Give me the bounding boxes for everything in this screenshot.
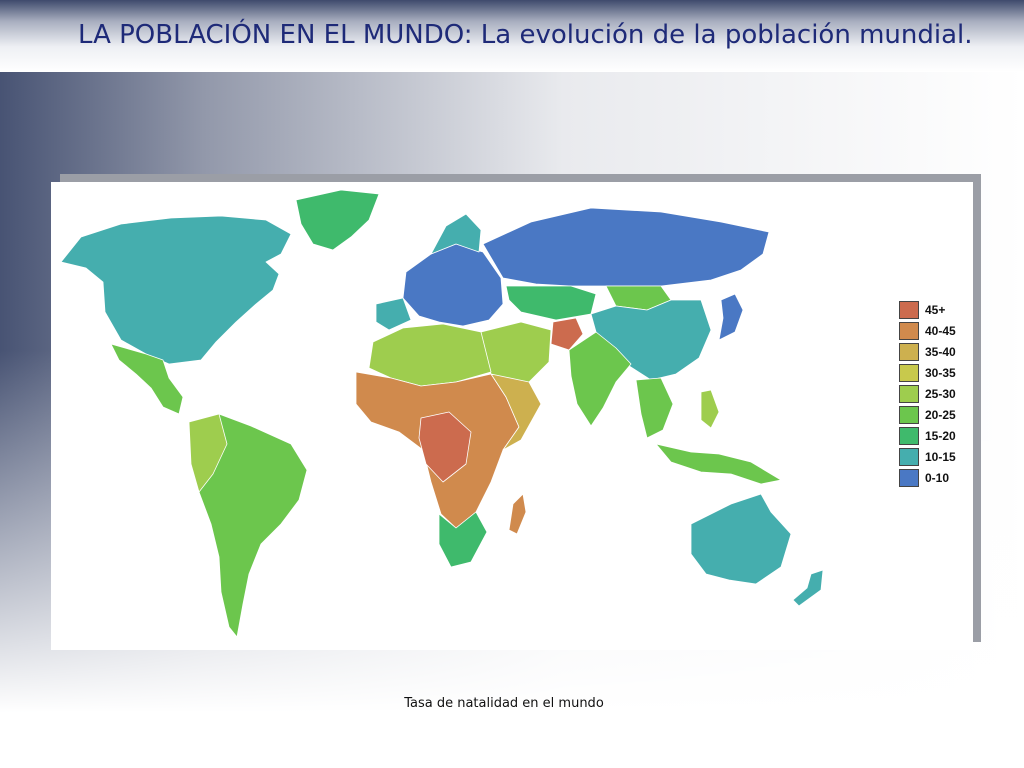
legend-swatch xyxy=(899,322,919,340)
legend-label: 0-10 xyxy=(925,471,950,485)
legend-swatch xyxy=(899,343,919,361)
title-bar: LA POBLACIÓN EN EL MUNDO: La evolución d… xyxy=(0,0,1024,72)
legend-item-35-40: 35-40 xyxy=(899,342,956,362)
map-region-philippines xyxy=(700,389,720,429)
map-caption: Tasa de natalidad en el mundo xyxy=(404,696,604,711)
legend-label: 20-25 xyxy=(925,408,956,422)
map-region-india xyxy=(568,331,632,427)
legend-swatch xyxy=(899,385,919,403)
legend-swatch xyxy=(899,406,919,424)
legend-item-20-25: 20-25 xyxy=(899,405,956,425)
legend-swatch xyxy=(899,448,919,466)
map-region-iberia xyxy=(375,297,412,331)
legend-item-25-30: 25-30 xyxy=(899,384,956,404)
legend-label: 10-15 xyxy=(925,450,956,464)
map-region-australia xyxy=(690,493,792,585)
map-region-russia xyxy=(482,207,770,287)
legend-label: 40-45 xyxy=(925,324,956,338)
legend-label: 30-35 xyxy=(925,366,956,380)
map-region-europe xyxy=(402,243,504,327)
legend-item-15-20: 15-20 xyxy=(899,426,956,446)
map-region-southeast-asia xyxy=(635,377,674,439)
map-region-central-america xyxy=(110,343,184,415)
legend-item-40-45: 40-45 xyxy=(899,321,956,341)
legend-label: 25-30 xyxy=(925,387,956,401)
legend-swatch xyxy=(899,364,919,382)
legend-swatch xyxy=(899,469,919,487)
legend-label: 35-40 xyxy=(925,345,956,359)
map-region-southern-africa xyxy=(438,511,488,568)
legend-item-10-15: 10-15 xyxy=(899,447,956,467)
map-region-north-africa xyxy=(368,323,492,387)
map-region-madagascar xyxy=(508,493,527,535)
map-region-scandinavia xyxy=(430,213,482,255)
map-region-greenland xyxy=(295,189,380,251)
map-region-central-asia xyxy=(505,285,597,321)
legend-label: 15-20 xyxy=(925,429,956,443)
map-region-afghanistan xyxy=(550,317,584,351)
map-legend: 45+ 40-45 35-40 30-35 25-30 20-25 15-20 xyxy=(899,300,956,489)
map-region-japan xyxy=(718,293,744,341)
legend-item-0-10: 0-10 xyxy=(899,468,956,488)
map-region-central-africa xyxy=(418,411,472,483)
slide-title: LA POBLACIÓN EN EL MUNDO: La evolución d… xyxy=(78,20,973,50)
world-map-svg xyxy=(60,189,824,638)
map-region-indonesia xyxy=(655,443,782,485)
world-map: 45+ 40-45 35-40 30-35 25-30 20-25 15-20 xyxy=(51,182,973,650)
legend-swatch xyxy=(899,301,919,319)
legend-swatch xyxy=(899,427,919,445)
legend-label: 45+ xyxy=(925,303,946,317)
map-region-south-america xyxy=(188,413,308,638)
map-region-east-africa xyxy=(490,373,542,451)
map-region-south-america-north xyxy=(188,413,228,493)
map-region-new-zealand xyxy=(792,569,824,607)
map-region-north-america xyxy=(60,215,292,365)
legend-item-45-plus: 45+ xyxy=(899,300,956,320)
legend-item-30-35: 30-35 xyxy=(899,363,956,383)
